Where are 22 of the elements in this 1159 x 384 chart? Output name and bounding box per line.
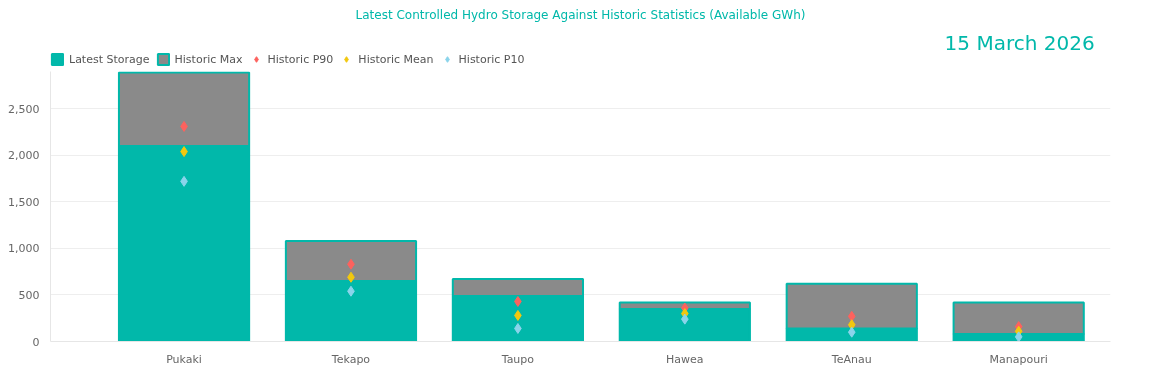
legend-label: Historic Max [174,52,243,66]
y-tick-label: 2,000 [8,149,40,163]
chart-title: Latest Controlled Hydro Storage Against Historic Statistics (Available GWh) [355,7,806,22]
y-tick-label: 0 [32,335,40,349]
x-tick-label: Hawea [666,352,704,366]
x-tick-label: Manapouri [989,352,1048,366]
legend-label: Historic Mean [358,52,434,66]
legend-label: Latest Storage [69,52,150,66]
x-tick-label: Tekapo [330,352,371,366]
y-tick-label: 2,500 [8,102,40,116]
x-tick-label: Taupo [500,352,535,366]
y-tick-label: 1,500 [8,195,40,209]
text: 15 March 2026 [944,30,1095,55]
x-tick-label: TeAnau [830,352,872,366]
y-tick-label: 1,000 [8,242,40,256]
y-tick-label: 500 [18,288,40,302]
point [847,326,856,338]
legend-label: Historic P10 [458,52,525,66]
point [847,310,856,322]
legend-label: Historic P90 [267,52,334,66]
point [1014,331,1023,342]
x-tick-label: Pukaki [166,352,202,366]
